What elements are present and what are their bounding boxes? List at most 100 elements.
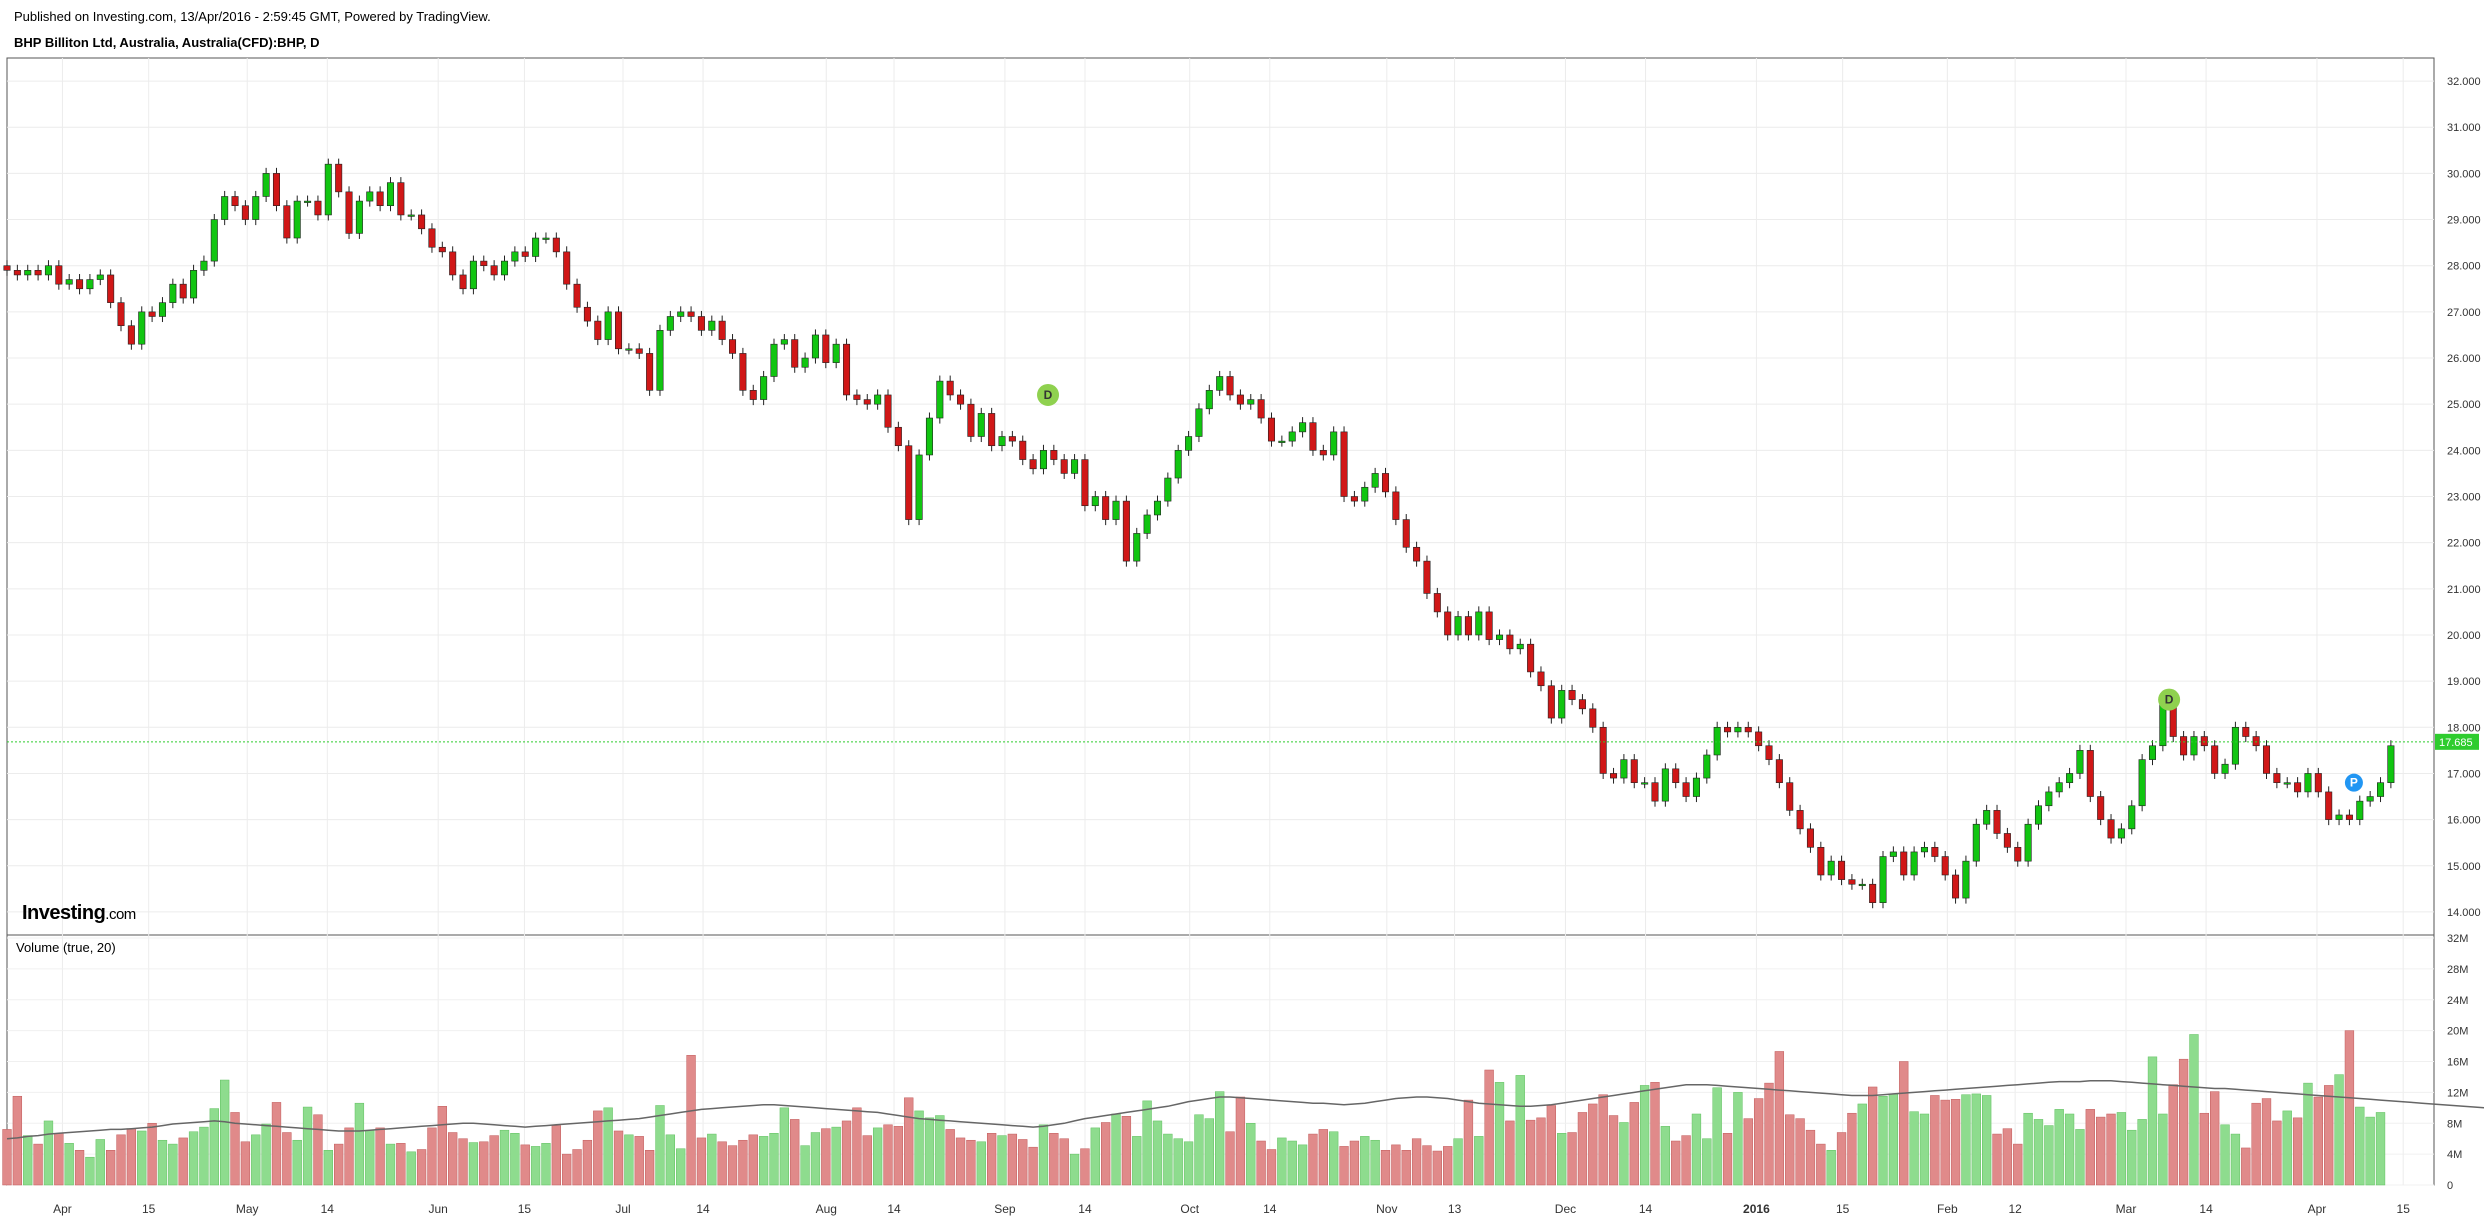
- volume-bar: [883, 1124, 893, 1186]
- x-tick-label: 12: [2008, 1202, 2022, 1216]
- candle-body: [1910, 851, 1918, 876]
- volume-bar: [790, 1119, 800, 1186]
- volume-bar: [1867, 1086, 1878, 1186]
- candle-body: [925, 417, 933, 456]
- volume-bar: [1111, 1113, 1121, 1186]
- candle-body: [2335, 814, 2343, 820]
- volume-bar: [624, 1134, 634, 1186]
- volume-bar: [562, 1153, 572, 1186]
- candle-body: [2252, 736, 2260, 747]
- volume-bar: [43, 1120, 54, 1186]
- volume-bar: [1733, 1092, 1743, 1186]
- volume-bar: [2355, 1106, 2365, 1186]
- x-tick-label: Apr: [2308, 1202, 2327, 1216]
- candle-body: [1516, 643, 1524, 650]
- candle-body: [1433, 593, 1441, 613]
- volume-bar: [800, 1145, 810, 1186]
- candle-body: [1091, 496, 1099, 507]
- volume-bar: [1577, 1112, 1588, 1186]
- candle-body: [977, 413, 985, 437]
- candle-body: [1413, 546, 1421, 562]
- candle-body: [2190, 736, 2198, 756]
- candle-body: [2283, 782, 2291, 785]
- candle-body: [1692, 777, 1700, 797]
- candle-body: [283, 205, 291, 239]
- volume-bar: [64, 1143, 74, 1186]
- x-tick-label: Oct: [1180, 1202, 1199, 1216]
- volume-bar: [1028, 1146, 1038, 1186]
- volume-bar: [1515, 1075, 1525, 1186]
- volume-bar: [1619, 1122, 1629, 1186]
- volume-bar: [168, 1143, 178, 1186]
- volume-bar: [727, 1145, 738, 1186]
- volume-bar: [707, 1133, 717, 1186]
- candle-body: [583, 306, 591, 322]
- plot-frame: [6, 57, 2435, 1186]
- candle-body: [863, 399, 871, 405]
- volume-bar: [1204, 1118, 1214, 1186]
- candle-body: [76, 279, 84, 290]
- candle-body: [34, 270, 42, 276]
- volume-bar: [1422, 1145, 1432, 1186]
- volume-bar: [1546, 1105, 1556, 1186]
- volume-bar: [479, 1141, 489, 1186]
- candle-body: [1506, 634, 1514, 650]
- x-tick-label: 13: [1448, 1202, 1462, 1216]
- volume-bar: [945, 1129, 955, 1186]
- volume-bar: [1318, 1129, 1328, 1186]
- candle-body: [1309, 422, 1317, 451]
- candle-body: [355, 200, 363, 234]
- volume-bar: [1277, 1137, 1287, 1186]
- volume-bar: [2137, 1119, 2147, 1186]
- candle-body: [1164, 477, 1172, 502]
- volume-bar: [2230, 1133, 2241, 1186]
- candle-body: [936, 380, 944, 419]
- volume-bar: [2210, 1091, 2220, 1186]
- candle-body: [1185, 436, 1193, 451]
- volume-bar: [1536, 1117, 1546, 1186]
- volume-bar: [1059, 1138, 1069, 1186]
- volume-bar: [365, 1129, 375, 1186]
- volume-bar: [1007, 1133, 1018, 1186]
- candle-body: [1236, 394, 1244, 405]
- candle-body: [1071, 459, 1079, 474]
- candle-body: [1247, 399, 1255, 405]
- volume-bar: [986, 1133, 997, 1186]
- candle-body: [2066, 773, 2074, 783]
- candle-body: [1381, 473, 1390, 493]
- volume-bar: [1764, 1082, 1774, 1186]
- volume-bar: [1360, 1136, 1370, 1186]
- volume-bar: [1173, 1138, 1183, 1186]
- candle-body: [169, 283, 177, 303]
- volume-bar: [2158, 1113, 2168, 1186]
- volume-bar: [2168, 1084, 2178, 1186]
- volume-bar: [1380, 1150, 1391, 1186]
- volume-bar: [1525, 1119, 1536, 1186]
- x-tick-label: 14: [1639, 1202, 1653, 1216]
- price-tick-label: 27.000: [2447, 307, 2481, 319]
- candle-body: [1734, 726, 1742, 733]
- volume-bar: [1194, 1114, 1204, 1186]
- price-tick-label: 14.000: [2447, 907, 2481, 919]
- price-tick-label: 15.000: [2447, 861, 2481, 873]
- candle-body: [1952, 874, 1960, 899]
- volume-bar: [1588, 1103, 1598, 1186]
- volume-bar: [821, 1128, 831, 1186]
- volume-bar: [2096, 1116, 2106, 1186]
- candle-body: [418, 214, 426, 230]
- candle-body: [532, 237, 540, 257]
- candle-body: [718, 320, 726, 340]
- candle-body: [1081, 459, 1089, 507]
- candle-body: [832, 343, 840, 363]
- volume-bar: [1826, 1150, 1836, 1186]
- candle-body: [604, 311, 612, 340]
- volume-bar: [116, 1134, 126, 1186]
- candle-body: [822, 334, 830, 363]
- candle-body: [1682, 782, 1690, 797]
- x-tick-label: Apr: [53, 1202, 72, 1216]
- price-tick-label: 23.000: [2447, 492, 2481, 504]
- candle-body: [801, 357, 809, 368]
- candle-body: [1423, 560, 1431, 594]
- candle-body: [1319, 450, 1327, 456]
